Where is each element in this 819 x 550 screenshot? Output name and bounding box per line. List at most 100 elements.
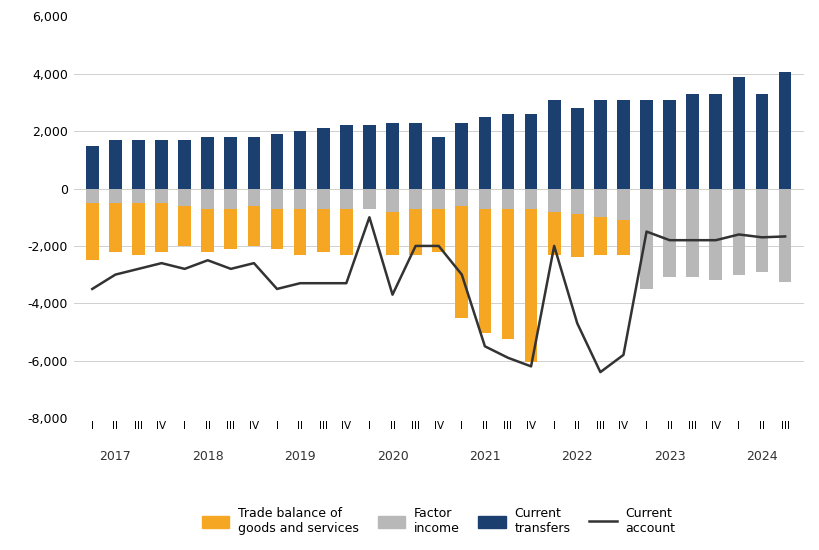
Bar (708, 94, 722, 189)
Bar (224, 137, 237, 189)
Bar (686, 189, 699, 243)
Bar (640, 100, 652, 189)
Bar (178, 140, 191, 189)
Bar (86, 146, 98, 189)
Bar (86, 189, 98, 260)
Bar (409, 189, 422, 208)
Bar (201, 137, 214, 189)
Bar (593, 189, 606, 255)
Bar (501, 189, 514, 208)
Bar (432, 137, 445, 189)
Bar (778, 72, 790, 189)
Bar (455, 189, 468, 318)
Bar (524, 189, 536, 208)
Bar (363, 189, 375, 208)
Bar (270, 134, 283, 189)
Bar (316, 189, 329, 208)
Bar (316, 128, 329, 189)
Bar (340, 125, 352, 189)
Bar (570, 189, 583, 214)
Bar (363, 125, 375, 189)
Bar (570, 108, 583, 189)
Bar (132, 189, 145, 255)
Bar (109, 140, 121, 189)
Bar (778, 189, 790, 260)
Bar (247, 189, 260, 246)
Bar (731, 76, 744, 189)
Bar (386, 189, 398, 212)
Bar (178, 189, 191, 246)
Bar (524, 114, 536, 189)
Text: 2024: 2024 (745, 449, 777, 463)
Bar (155, 189, 168, 252)
Bar (755, 94, 767, 189)
Bar (293, 131, 306, 189)
Bar (363, 189, 375, 194)
Bar (247, 189, 260, 206)
Bar (109, 189, 121, 252)
Bar (731, 189, 744, 252)
Bar (478, 189, 491, 208)
Bar (247, 137, 260, 189)
Legend: Trade balance of
goods and services, Factor
income, Current
transfers, Current
a: Trade balance of goods and services, Fac… (197, 502, 680, 540)
Bar (686, 94, 699, 189)
Bar (155, 140, 168, 189)
Bar (478, 117, 491, 189)
Text: 2017: 2017 (99, 449, 131, 463)
Bar (547, 189, 560, 212)
Bar (386, 123, 398, 189)
Text: 2023: 2023 (653, 449, 685, 463)
Bar (708, 189, 722, 280)
Bar (708, 189, 722, 252)
Bar (547, 100, 560, 189)
Bar (478, 189, 491, 333)
Bar (178, 189, 191, 206)
Bar (731, 189, 744, 274)
Text: 2018: 2018 (192, 449, 224, 463)
Bar (409, 123, 422, 189)
Bar (686, 189, 699, 278)
Bar (755, 189, 767, 272)
Bar (155, 189, 168, 203)
Bar (617, 189, 629, 255)
Bar (201, 189, 214, 208)
Text: 2019: 2019 (284, 449, 315, 463)
Bar (132, 140, 145, 189)
Bar (293, 189, 306, 208)
Text: 2021: 2021 (468, 449, 500, 463)
Bar (455, 189, 468, 206)
Bar (663, 100, 675, 189)
Bar (778, 189, 790, 282)
Bar (547, 189, 560, 255)
Bar (755, 189, 767, 249)
Bar (593, 189, 606, 217)
Bar (432, 189, 445, 208)
Bar (640, 189, 652, 252)
Bar (432, 189, 445, 252)
Bar (663, 189, 675, 243)
Bar (201, 189, 214, 252)
Bar (524, 189, 536, 361)
Bar (455, 123, 468, 189)
Bar (640, 189, 652, 289)
Bar (501, 114, 514, 189)
Bar (501, 189, 514, 339)
Text: 2020: 2020 (376, 449, 408, 463)
Bar (593, 100, 606, 189)
Bar (386, 189, 398, 255)
Text: 2022: 2022 (561, 449, 592, 463)
Bar (617, 189, 629, 220)
Bar (316, 189, 329, 252)
Bar (86, 189, 98, 203)
Bar (293, 189, 306, 255)
Bar (224, 189, 237, 208)
Bar (409, 189, 422, 255)
Bar (617, 100, 629, 189)
Bar (340, 189, 352, 208)
Bar (224, 189, 237, 249)
Bar (340, 189, 352, 255)
Bar (132, 189, 145, 203)
Bar (109, 189, 121, 203)
Bar (270, 189, 283, 249)
Bar (270, 189, 283, 208)
